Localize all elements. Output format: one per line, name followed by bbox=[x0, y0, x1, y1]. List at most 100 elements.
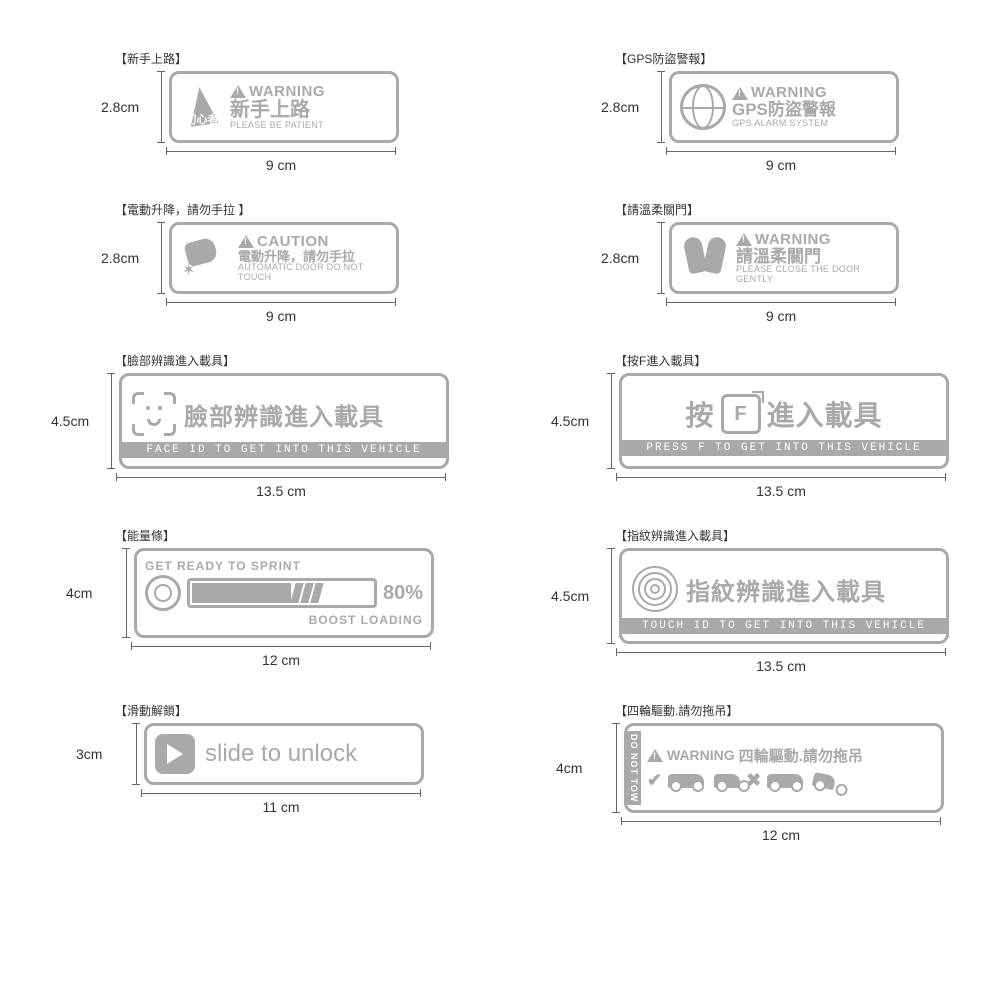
sticker-cell-pressf: 【按F進入載具】 4.5cm 按 F 進入載具 PRESS F TO GET I… bbox=[520, 352, 980, 499]
height-label: 4cm bbox=[66, 585, 116, 601]
fingerprint-icon bbox=[632, 566, 678, 612]
sticker-cell-touchid: 【指紋辨識進入載具】 4.5cm 指紋辨識進入載具 TOUCH ID TO GE… bbox=[520, 527, 980, 674]
width-bracket bbox=[116, 473, 446, 481]
check-icon: ✔ bbox=[647, 770, 662, 791]
warning-header: CAUTION bbox=[238, 234, 388, 250]
sticker-caption: 【指紋辨識進入載具】 bbox=[615, 527, 735, 544]
beginner-icon: 初心者 bbox=[180, 85, 224, 129]
sticker-beginner: 初心者 WARNING 新手上路 PLEASE BE PATIENT bbox=[169, 71, 399, 143]
sticker-caption: 【能量條】 bbox=[115, 527, 175, 544]
cross-icon: ✖ bbox=[746, 770, 761, 791]
warning-triangle-icon bbox=[647, 749, 663, 762]
warn-word: WARNING bbox=[751, 85, 827, 101]
car-towed-icon bbox=[807, 767, 841, 795]
height-label: 2.8cm bbox=[601, 250, 651, 266]
height-bracket bbox=[157, 71, 165, 143]
sticker-autodoor: CAUTION 電動升降，請勿手拉 AUTOMATIC DOOR DO NOT … bbox=[169, 222, 399, 294]
warn-word: WARNING bbox=[755, 232, 831, 248]
sticker-cn-text: 指紋辨識進入載具 bbox=[686, 572, 886, 607]
sticker-cn-text: 新手上路 bbox=[230, 100, 388, 121]
height-bracket bbox=[657, 71, 665, 143]
width-bracket bbox=[616, 648, 946, 656]
sticker-cn-post: 進入載具 bbox=[767, 394, 883, 434]
sticker-caption: 【臉部辨識進入載具】 bbox=[115, 352, 235, 369]
sticker-sub-text: PLEASE CLOSE THE DOOR GENTLY bbox=[736, 265, 888, 284]
slide-text: slide to unlock bbox=[205, 740, 357, 768]
sticker-sub-bar: FACE ID TO GET INTO THIS VEHICLE bbox=[122, 442, 446, 458]
sticker-caption: 【請溫柔關門】 bbox=[615, 201, 699, 218]
sticker-sub-bar: PRESS F TO GET INTO THIS VEHICLE bbox=[622, 440, 946, 456]
sticker-grid: 【新手上路】 2.8cm 初心者 WARNING 新手上路 PLEASE BE … bbox=[20, 50, 980, 843]
height-label: 4.5cm bbox=[551, 588, 601, 604]
width-label: 9 cm bbox=[666, 308, 896, 324]
height-bracket bbox=[122, 548, 130, 638]
arrow-right-icon bbox=[155, 734, 195, 774]
sticker-cell-closedoor: 【請溫柔關門】 2.8cm WARNING 請溫柔關門 PLEASE CLOSE… bbox=[520, 201, 980, 324]
sticker-caption: 【新手上路】 bbox=[115, 50, 187, 67]
sticker-cell-slide: 【滑動解鎖】 3cm slide to unlock 11 cm bbox=[20, 702, 480, 843]
height-label: 2.8cm bbox=[101, 250, 151, 266]
width-label: 11 cm bbox=[141, 799, 421, 815]
tow-truck-icon bbox=[763, 770, 807, 792]
width-label: 9 cm bbox=[166, 157, 396, 173]
height-bracket bbox=[612, 723, 620, 813]
height-label: 4cm bbox=[556, 760, 606, 776]
height-label: 4.5cm bbox=[551, 413, 601, 429]
height-bracket bbox=[607, 373, 615, 469]
height-bracket bbox=[107, 373, 115, 469]
face-id-icon bbox=[132, 392, 176, 436]
sticker-cn-text: 電動升降，請勿手拉 bbox=[238, 250, 388, 264]
height-bracket bbox=[607, 548, 615, 644]
sticker-gps: WARNING GPS防盜警報 GPS ALARM SYSTEM bbox=[669, 71, 899, 143]
energy-top-text: GET READY TO SPRINT bbox=[145, 559, 423, 573]
sticker-closedoor: WARNING 請溫柔關門 PLEASE CLOSE THE DOOR GENT… bbox=[669, 222, 899, 294]
warning-triangle-icon bbox=[732, 87, 748, 100]
warn-word: CAUTION bbox=[257, 234, 329, 250]
height-label: 2.8cm bbox=[601, 99, 651, 115]
sticker-energy: GET READY TO SPRINT 80% BOOST LOADING bbox=[134, 548, 434, 638]
sticker-sub-bar: TOUCH ID TO GET INTO THIS VEHICLE bbox=[622, 618, 946, 634]
width-bracket bbox=[131, 642, 431, 650]
energy-bar bbox=[187, 578, 377, 608]
warning-triangle-icon bbox=[230, 85, 246, 98]
sticker-caption: 【GPS防盜警報】 bbox=[615, 50, 712, 67]
height-bracket bbox=[657, 222, 665, 294]
sticker-cell-energy: 【能量條】 4cm GET READY TO SPRINT 80% BOOST bbox=[20, 527, 480, 674]
sticker-sub-text: GPS ALARM SYSTEM bbox=[732, 119, 888, 128]
width-bracket bbox=[666, 147, 896, 155]
car-flatbed-icon bbox=[664, 770, 708, 792]
sticker-cell-autodoor: 【電動升降，請勿手拉 】 2.8cm CAUTION 電動升降，請勿手拉 AUT… bbox=[20, 201, 480, 324]
width-label: 13.5 cm bbox=[616, 658, 946, 674]
tow-side-text: DO NOT TOW bbox=[627, 731, 641, 805]
key-f-icon: F bbox=[721, 394, 761, 434]
sticker-cell-gps: 【GPS防盜警報】 2.8cm WARNING GPS防盜警報 GPS ALAR… bbox=[520, 50, 980, 173]
warning-header: WARNING bbox=[230, 84, 388, 100]
width-bracket bbox=[166, 147, 396, 155]
sticker-touchid: 指紋辨識進入載具 TOUCH ID TO GET INTO THIS VEHIC… bbox=[619, 548, 949, 644]
warning-header: WARNING bbox=[732, 85, 888, 101]
sticker-caption: 【四輪驅動.請勿拖吊】 bbox=[615, 702, 738, 719]
width-bracket bbox=[621, 817, 941, 825]
warning-triangle-icon bbox=[736, 233, 752, 246]
width-bracket bbox=[141, 789, 421, 797]
width-label: 12 cm bbox=[131, 652, 431, 668]
warning-triangle-icon bbox=[238, 235, 254, 248]
width-label: 9 cm bbox=[666, 157, 896, 173]
sticker-cn-pre: 按 bbox=[685, 394, 714, 434]
width-label: 12 cm bbox=[621, 827, 941, 843]
sticker-cn-text: 臉部辨識進入載具 bbox=[184, 397, 384, 432]
energy-bottom-text: BOOST LOADING bbox=[145, 613, 423, 627]
warning-header: WARNING bbox=[736, 232, 888, 248]
hand-caution-icon bbox=[180, 236, 232, 280]
sticker-cn-text: 請溫柔關門 bbox=[736, 248, 888, 266]
sticker-cell-beginner: 【新手上路】 2.8cm 初心者 WARNING 新手上路 PLEASE BE … bbox=[20, 50, 480, 173]
turbo-icon bbox=[145, 575, 181, 611]
car-icon bbox=[710, 770, 744, 792]
height-label: 3cm bbox=[76, 746, 126, 762]
sticker-sub-text: AUTOMATIC DOOR DO NOT TOUCH bbox=[238, 263, 388, 282]
width-bracket bbox=[666, 298, 896, 306]
sticker-caption: 【滑動解鎖】 bbox=[115, 702, 187, 719]
warn-word: WARNING bbox=[249, 84, 325, 100]
sticker-pressf: 按 F 進入載具 PRESS F TO GET INTO THIS VEHICL… bbox=[619, 373, 949, 469]
globe-icon bbox=[680, 84, 726, 130]
